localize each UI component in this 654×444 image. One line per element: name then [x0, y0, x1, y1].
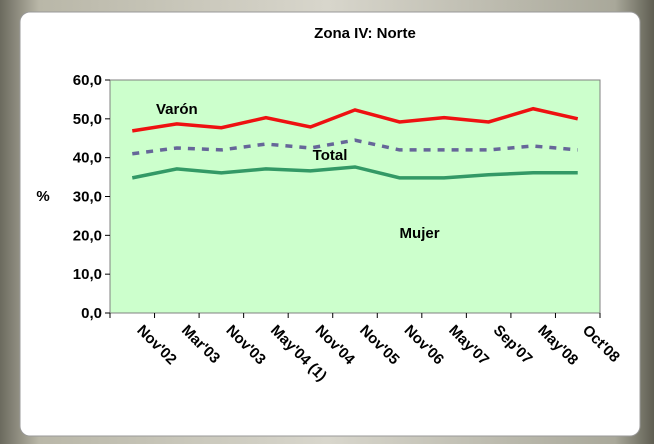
series-label: Varón: [156, 101, 198, 118]
y-axis-label: %: [36, 188, 49, 205]
y-tick-label: 0,0: [81, 305, 102, 322]
y-tick-label: 30,0: [73, 189, 102, 206]
y-tick-label: 50,0: [73, 111, 102, 128]
plot-area: [109, 79, 601, 314]
series-line: [132, 106, 579, 133]
series-line: [132, 138, 578, 156]
series-line: [131, 165, 578, 180]
y-tick-label: 40,0: [73, 150, 102, 167]
chart-title: Zona IV: Norte: [314, 25, 416, 42]
y-tick-label: 20,0: [73, 227, 102, 244]
y-tick-label: 10,0: [73, 266, 102, 283]
series-label: Mujer: [400, 225, 440, 242]
series-label: Total: [313, 147, 348, 164]
y-tick-label: 60,0: [73, 72, 102, 89]
